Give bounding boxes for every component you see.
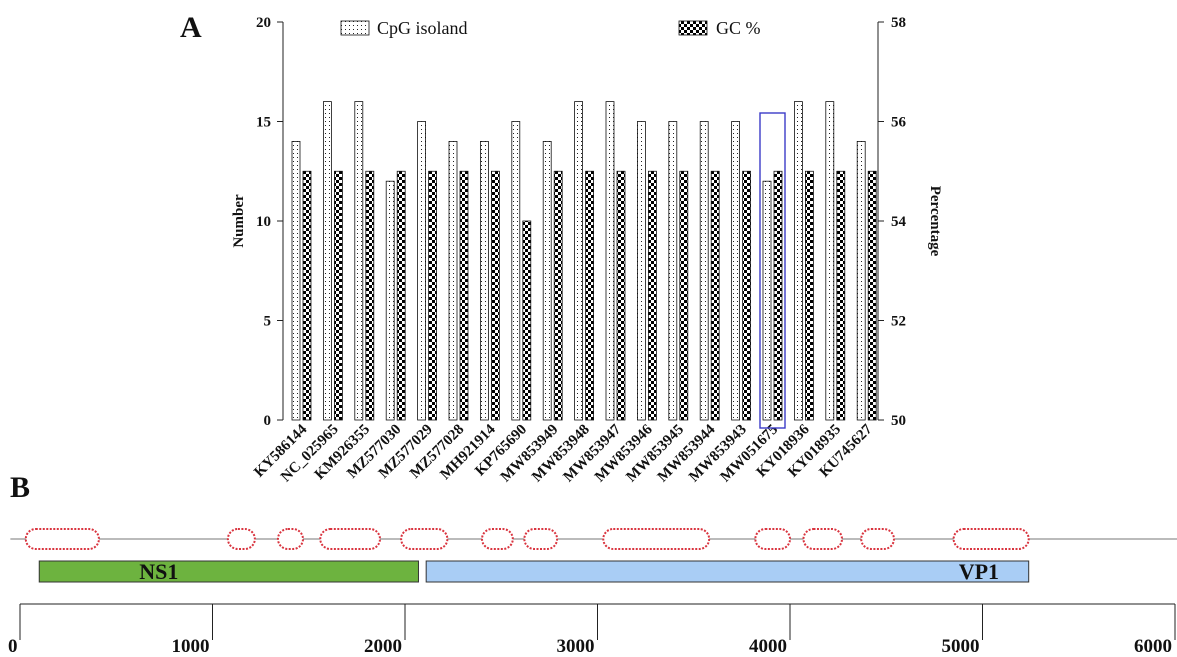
scale-tick-label: 0: [8, 636, 18, 657]
right-tick-label: 56: [891, 115, 907, 131]
bar-gc-MW853949: [553, 170, 563, 421]
y2-axis-title: Percentage: [927, 186, 943, 257]
bar-gc-KU745627: [867, 170, 877, 421]
bar-cpg-MH921914: [479, 140, 489, 421]
right-tick-label: 54: [891, 214, 907, 230]
cpg-island: [754, 528, 791, 550]
cpg-island: [276, 528, 304, 550]
bar-gc-MW051675: [773, 170, 783, 421]
bar-cpg-KY018935: [825, 101, 835, 421]
bar-gc-KP765690: [522, 220, 532, 421]
gene-ns1: [38, 560, 419, 583]
bar-cpg-MW853947: [605, 101, 615, 421]
gene-label-ns1: NS1: [139, 559, 178, 584]
cpg-island: [952, 528, 1030, 550]
highlight-box: [759, 112, 786, 429]
bar-gc-MW853943: [742, 170, 751, 421]
bar-cpg-MW853946: [637, 121, 646, 421]
bar-cpg-MW853943: [731, 121, 740, 421]
bar-gc-MW853945: [679, 170, 689, 421]
left-tick-label: 5: [264, 314, 272, 330]
bar-cpg-MZ577029: [417, 121, 427, 421]
scale-tick-label: 2000: [364, 636, 402, 657]
bar-cpg-KP765690: [511, 121, 521, 421]
bar-gc-KY018936: [805, 170, 814, 421]
panel-a-label: A: [180, 11, 202, 44]
left-tick-label: 15: [256, 115, 271, 131]
bar-cpg-MW853945: [668, 121, 678, 421]
cpg-island: [400, 528, 449, 550]
bar-gc-MZ577028: [459, 170, 469, 421]
left-tick-label: 20: [256, 15, 271, 31]
right-tick-label: 52: [891, 314, 906, 330]
bar-cpg-KU745627: [856, 140, 866, 421]
right-tick-label: 50: [891, 413, 906, 429]
cpg-island: [602, 528, 711, 550]
scale-tick-label: 5000: [942, 636, 980, 657]
bar-cpg-MW051675: [762, 180, 772, 421]
bar-cpg-MW853949: [542, 140, 552, 421]
cpg-island: [481, 528, 514, 550]
bar-cpg-MW853944: [699, 121, 709, 421]
bar-gc-MW853948: [585, 170, 594, 421]
scale-tick-label: 3000: [557, 636, 595, 657]
cpg-island: [860, 528, 895, 550]
right-tick-label: 58: [891, 15, 906, 31]
left-tick-label: 10: [256, 214, 271, 230]
bar-cpg-KY586144: [291, 140, 301, 421]
bar-gc-KY018935: [836, 170, 846, 421]
cpg-island: [802, 528, 843, 550]
legend-swatch-cpg: [340, 20, 370, 36]
bar-gc-MH921914: [490, 170, 500, 421]
bar-gc-MZ577029: [428, 170, 438, 421]
bar-cpg-MZ577028: [448, 140, 458, 421]
y-axis-title: Number: [231, 194, 247, 248]
bar-gc-MW853946: [648, 170, 657, 421]
bar-cpg-KM926355: [354, 101, 364, 421]
left-tick-label: 0: [264, 413, 272, 429]
bar-cpg-KY018936: [794, 101, 803, 421]
bar-cpg-MZ577030: [385, 180, 395, 421]
bar-gc-KM926355: [365, 170, 375, 421]
cpg-island: [523, 528, 559, 550]
scale-tick-label: 6000: [1134, 636, 1172, 657]
bar-cpg-NC_025965: [322, 101, 332, 421]
cpg-island: [319, 528, 381, 550]
scale-tick-label: 1000: [172, 636, 210, 657]
bar-gc-KY586144: [302, 170, 312, 421]
cpg-island: [226, 528, 256, 550]
bar-cpg-MW853948: [574, 101, 583, 421]
panel-b-label: B: [10, 471, 30, 504]
bar-gc-MZ577030: [396, 170, 406, 421]
legend-swatch-gc: [678, 20, 708, 36]
bar-gc-MW853947: [616, 170, 626, 421]
panel-b-genome-map: NS1 VP1 0 1000 2000 3000 4000 5000 6000: [8, 528, 1177, 657]
cpg-island: [24, 528, 100, 550]
gene-vp1: [425, 560, 1030, 583]
legend-label-gc: GC %: [716, 18, 761, 38]
gene-label-vp1: VP1: [959, 559, 999, 584]
bar-gc-MW853944: [710, 170, 720, 421]
legend-label-cpg: CpG isoland: [377, 18, 468, 38]
bar-gc-NC_025965: [333, 170, 343, 421]
scale-tick-label: 4000: [749, 636, 787, 657]
